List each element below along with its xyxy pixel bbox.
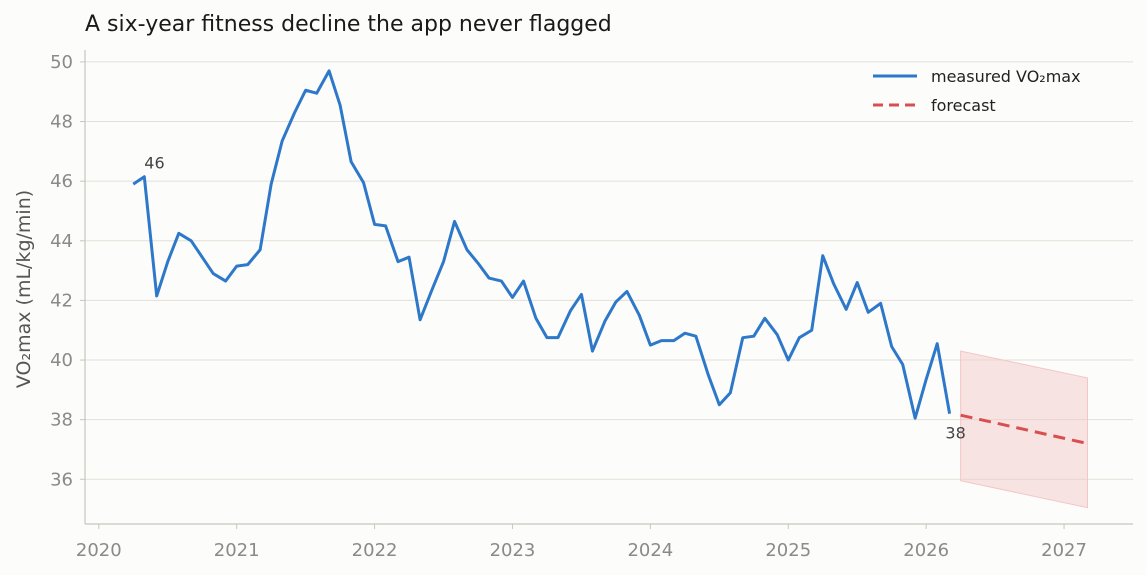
y-tick-label: 44 xyxy=(50,231,73,252)
y-axis-label: VO₂max (mL/kg/min) xyxy=(13,190,35,388)
chart-title: A six-year fitness decline the app never… xyxy=(85,12,612,37)
y-tick-label: 40 xyxy=(50,350,73,371)
x-tick-label: 2024 xyxy=(627,540,673,561)
legend-measured-label: measured VO₂max xyxy=(931,67,1081,86)
y-tick-label: 48 xyxy=(50,112,73,133)
y-tick-label: 36 xyxy=(50,469,73,490)
y-tick-label: 46 xyxy=(50,171,73,192)
grid-lines xyxy=(85,61,1133,480)
x-tick-label: 2027 xyxy=(1041,540,1087,561)
x-tick-label: 2023 xyxy=(490,540,536,561)
forecast-series-line xyxy=(960,413,1088,445)
x-tick-label: 2022 xyxy=(352,540,398,561)
legend-forecast-label: forecast xyxy=(931,96,996,115)
y-tick-labels: 36 38 40 42 44 46 48 50 xyxy=(50,52,73,490)
x-tick-label: 2026 xyxy=(903,540,949,561)
measured-series-line xyxy=(132,69,952,420)
x-tick-label: 2021 xyxy=(214,540,260,561)
series-lines xyxy=(132,69,1088,445)
legend: measured VO₂max forecast xyxy=(873,67,1081,115)
axes xyxy=(80,50,1133,529)
data-label: 38 xyxy=(945,424,965,443)
x-tick-label: 2025 xyxy=(765,540,811,561)
data-label: 46 xyxy=(144,154,164,173)
x-tick-labels: 2020 2021 2022 2023 2024 2025 2026 2027 xyxy=(76,540,1087,561)
x-tick-label: 2020 xyxy=(76,540,122,561)
annotations: 46 38 xyxy=(144,154,965,443)
y-tick-label: 42 xyxy=(50,290,73,311)
y-tick-label: 50 xyxy=(50,52,73,73)
y-tick-label: 38 xyxy=(50,410,73,431)
